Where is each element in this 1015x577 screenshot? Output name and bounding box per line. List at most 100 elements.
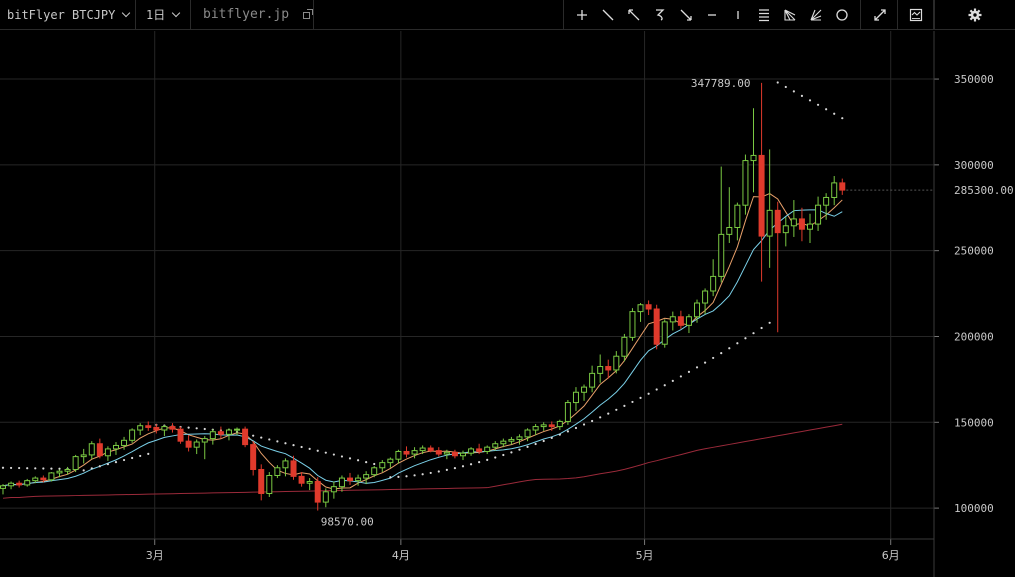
- candle-body: [459, 452, 466, 457]
- sar-dot: [42, 467, 45, 470]
- price-tick-label: 100000: [954, 502, 994, 515]
- fan-icon[interactable]: [782, 7, 798, 23]
- candle-body: [774, 209, 781, 234]
- price-tick-label: 200000: [954, 330, 994, 343]
- circle-icon[interactable]: [834, 7, 850, 23]
- horizontal-line-icon[interactable]: [704, 7, 720, 23]
- sar-dot: [825, 108, 828, 111]
- candle-body: [807, 223, 813, 230]
- ma-fast-line: [2, 192, 843, 490]
- sar-dot: [203, 427, 206, 431]
- indicator-button[interactable]: [898, 0, 934, 30]
- time-tick-label: 6月: [882, 549, 900, 562]
- sar-dot: [26, 467, 29, 470]
- vertical-line-icon[interactable]: [730, 7, 746, 23]
- candle-body: [758, 154, 765, 237]
- sar-dot: [712, 356, 715, 360]
- time-axis: 3月 4月 5月 6月: [0, 538, 934, 562]
- candle-body: [451, 451, 458, 457]
- candle-body: [64, 468, 71, 472]
- candle-body: [589, 372, 596, 388]
- sar-dot: [437, 470, 440, 473]
- candle-body: [387, 458, 394, 464]
- sar-dot: [58, 467, 61, 470]
- candle-body: [8, 482, 15, 487]
- curve-icon[interactable]: [652, 7, 668, 23]
- parallel-lines-icon[interactable]: [756, 7, 772, 23]
- site-link[interactable]: bitflyer.jp: [191, 0, 314, 30]
- sar-dot: [752, 332, 755, 335]
- settings-button[interactable]: [934, 0, 1015, 30]
- candle-body: [153, 426, 160, 431]
- sar-dot: [324, 451, 327, 454]
- candle-body: [234, 428, 241, 431]
- trend-line-icon[interactable]: [600, 7, 616, 23]
- interval-selector[interactable]: 1日: [136, 0, 191, 30]
- sar-dot: [405, 475, 408, 478]
- candle-body: [685, 316, 692, 326]
- candle-body: [24, 480, 31, 486]
- sar-dot: [284, 442, 287, 445]
- sar-dot: [34, 467, 37, 470]
- sar-dot: [9, 466, 13, 470]
- sar-dot: [268, 438, 271, 441]
- candle-body: [726, 227, 733, 235]
- gann-fan-icon[interactable]: [808, 7, 824, 23]
- candle-body: [645, 304, 652, 310]
- candle-body: [597, 366, 604, 374]
- candle-body: [581, 386, 588, 393]
- sar-dot: [276, 440, 279, 443]
- candle-body: [548, 424, 555, 428]
- candle-body: [476, 448, 483, 452]
- candle-body: [298, 475, 305, 484]
- low-price-label: 98570.00: [321, 516, 374, 529]
- candle-body: [734, 204, 741, 229]
- price-tick-label: 300000: [954, 159, 994, 172]
- candle-body: [185, 440, 192, 448]
- candle-body: [290, 460, 297, 477]
- candle-body: [145, 425, 152, 428]
- fullscreen-button[interactable]: [862, 0, 898, 30]
- sar-dot: [445, 468, 448, 471]
- candle-body: [338, 477, 345, 488]
- candle-body: [16, 482, 23, 486]
- candle-body: [766, 209, 773, 237]
- price-tick-label: 250000: [954, 245, 994, 258]
- fullscreen-icon: [874, 9, 886, 21]
- candle-body: [96, 443, 103, 457]
- candle-body: [540, 424, 547, 428]
- ma-slow-line: [2, 423, 843, 499]
- symbol-selector[interactable]: bitFlyer BTCJPY: [0, 0, 136, 30]
- sar-dot: [114, 461, 118, 464]
- candle-body: [621, 336, 628, 357]
- sar-dot: [703, 361, 707, 364]
- candle-body: [56, 470, 63, 474]
- candlesticks: [0, 82, 846, 511]
- candle-body: [258, 468, 265, 495]
- arrow-down-right-icon[interactable]: [678, 7, 694, 23]
- sar-dot: [292, 444, 295, 447]
- candle-body: [661, 321, 668, 345]
- sar-dot: [542, 439, 545, 443]
- current-price-label: 285300.00: [954, 184, 1014, 197]
- sar-dot: [574, 426, 578, 430]
- price-chart[interactable]: 100000 150000 200000 250000 300000 350000 3月 4…: [0, 31, 1015, 577]
- sar-dot: [494, 456, 497, 459]
- candle-body: [500, 440, 507, 445]
- drawing-tools: [563, 0, 861, 30]
- sar-dot: [300, 445, 303, 449]
- sar-dot: [647, 392, 650, 395]
- sar-dot: [599, 416, 602, 419]
- arrow-line-icon[interactable]: [626, 7, 642, 23]
- candle-body: [831, 182, 838, 198]
- sar-dot: [478, 460, 481, 464]
- sar-dot: [784, 85, 787, 89]
- sar-dot: [679, 375, 682, 378]
- candle-body: [556, 420, 563, 428]
- sar-dot: [833, 112, 836, 115]
- candle-body: [0, 485, 6, 489]
- price-tick-label: 350000: [954, 73, 994, 86]
- sar-dot: [461, 465, 465, 468]
- crosshair-icon[interactable]: [574, 7, 590, 23]
- sar-dot: [550, 436, 553, 439]
